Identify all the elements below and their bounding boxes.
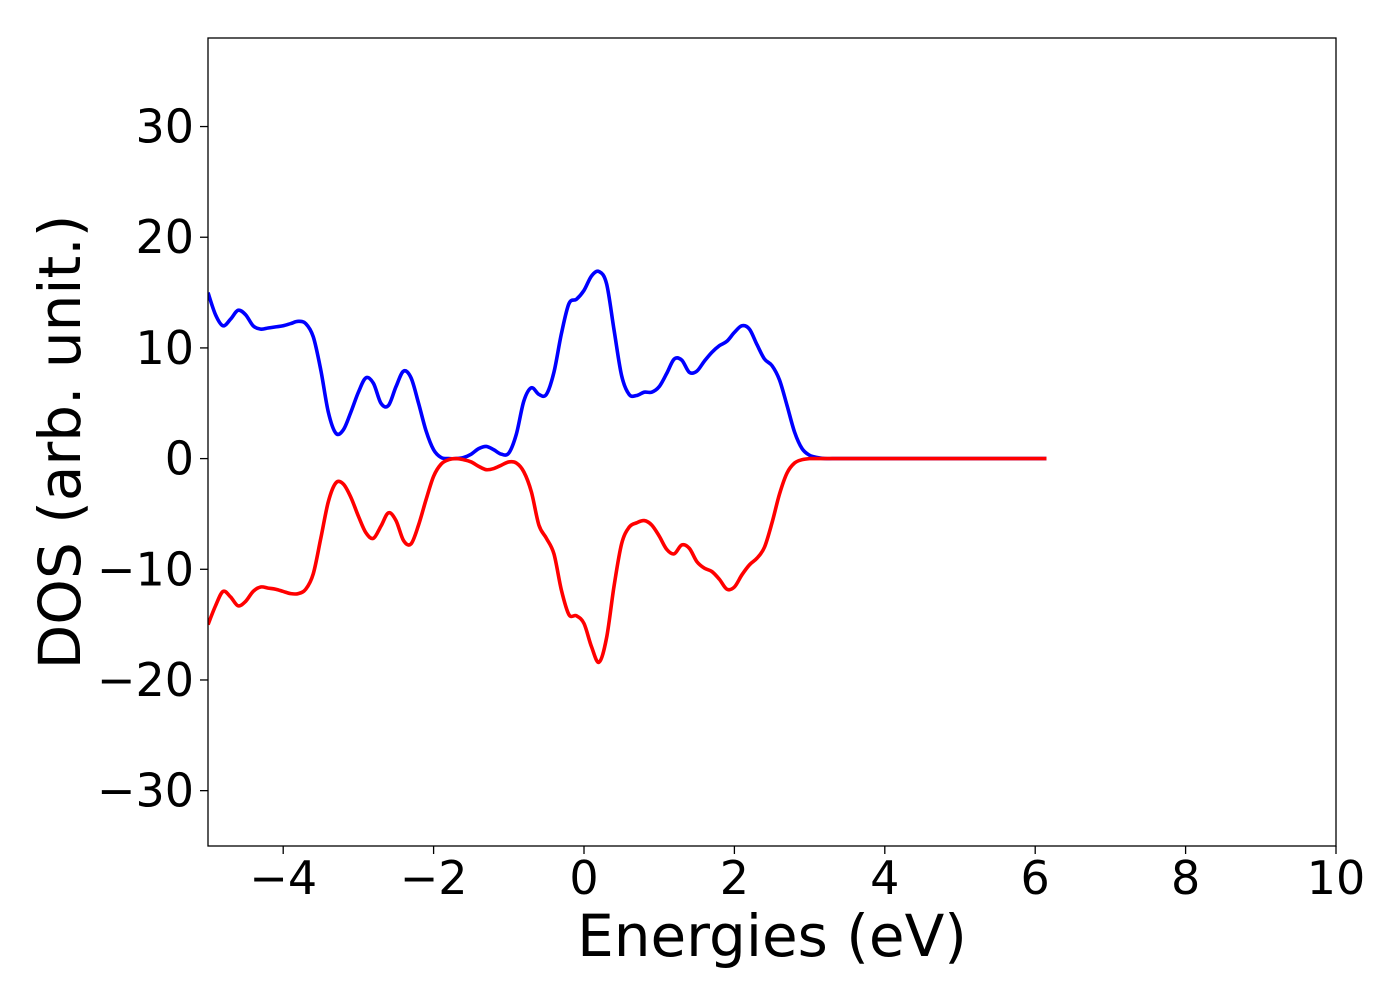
plot-frame bbox=[207, 37, 1337, 847]
y-axis-label: DOS (arb. unit.) bbox=[26, 215, 94, 670]
x-tick-label: 0 bbox=[569, 851, 598, 905]
dos-series-2-line bbox=[208, 456, 1047, 665]
y-tick-label: 30 bbox=[135, 100, 194, 154]
y-axis: −30 −20 −10 0 10 20 30 bbox=[97, 100, 208, 818]
x-tick-label: 10 bbox=[1307, 851, 1366, 905]
series-layer bbox=[208, 269, 1047, 665]
x-axis: −4 −2 0 2 4 6 8 10 bbox=[249, 846, 1365, 905]
x-axis-label: Energies (eV) bbox=[577, 902, 967, 970]
y-tick-label: 0 bbox=[165, 432, 194, 486]
x-tick-label: 8 bbox=[1171, 851, 1200, 905]
x-tick-label: −2 bbox=[400, 851, 468, 905]
y-tick-label: −20 bbox=[97, 653, 194, 707]
x-tick-label: −4 bbox=[249, 851, 317, 905]
y-tick-label: −10 bbox=[97, 542, 194, 596]
x-tick-label: 2 bbox=[720, 851, 749, 905]
y-tick-label: 10 bbox=[135, 321, 194, 375]
y-tick-label: 20 bbox=[135, 210, 194, 264]
x-tick-label: 4 bbox=[870, 851, 899, 905]
x-tick-label: 6 bbox=[1021, 851, 1050, 905]
y-tick-label: −30 bbox=[97, 764, 194, 818]
